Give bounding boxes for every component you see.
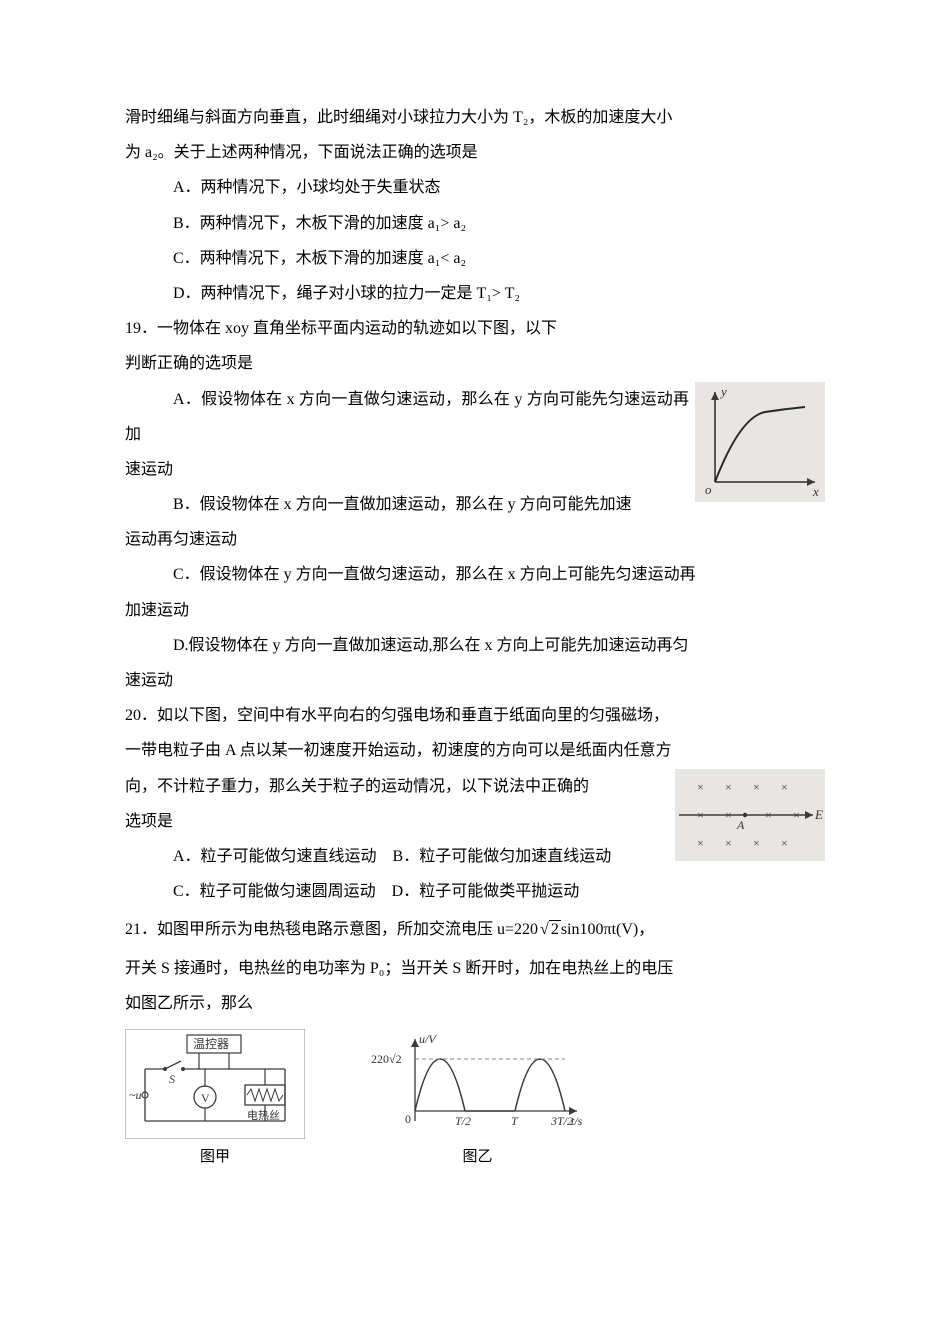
fig21a-switch-label: S (169, 1072, 175, 1086)
fig21a-topbox-label: 温控器 (193, 1037, 229, 1051)
figure-q19: y x o (695, 382, 825, 502)
q20-stem-line2: 一带电粒子由 A 点以某一初速度开始运动，初速度的方向可以是纸面内任意方 (125, 733, 825, 768)
q21-stem1-post: sin100πt(V)， (561, 921, 654, 938)
fig19-x-label: x (812, 484, 819, 499)
q21-stem-line1: 21．如图甲所示为电热毯电路示意图，所加交流电压 u=220√2sin100πt… (125, 909, 825, 951)
q21-stem-line3: 如图乙所示，那么 (125, 986, 825, 1021)
fig21b-hump1 (415, 1059, 465, 1111)
svg-text:×: × (725, 780, 732, 794)
fig21a-caption: 图甲 (125, 1141, 305, 1174)
q18-option-c: C．两种情况下，木板下滑的加速度 a₁< a₂ (125, 241, 825, 276)
svg-text:×: × (781, 780, 788, 794)
fig21b-y-tick: 220√2 (371, 1052, 402, 1066)
q21-stem1-pre: 21．如图甲所示为电热毯电路示意图，所加交流电压 u=220 (125, 921, 538, 938)
fig21b-tick-0: T/2 (455, 1114, 471, 1128)
fig21b-caption: 图乙 (365, 1141, 590, 1174)
q19-stem-line2: 判断正确的选项是 (125, 346, 825, 381)
fig21b-tick-1: T (511, 1114, 519, 1128)
q19-option-c-1: C．假设物体在 y 方向一直做匀速运动，那么在 x 方向上可能先匀速运动再 (125, 557, 825, 592)
fig20-a-label: A (736, 818, 745, 832)
sqrt-arg: 2 (549, 920, 561, 938)
fig21a-voltmeter-label: V (201, 1091, 210, 1105)
fig21b-tick-2: 3T/2 (550, 1114, 573, 1128)
q20-stem-line1: 20．如以下图，空间中有水平向右的匀强电场和垂直于纸面向里的匀强磁场， (125, 698, 825, 733)
q18-option-d: D．两种情况下，绳子对小球的拉力一定是 T₁> T₂ (125, 276, 825, 311)
q19-option-b-2: 运动再匀速运动 (125, 522, 825, 557)
svg-text:×: × (753, 836, 760, 850)
svg-text:×: × (725, 836, 732, 850)
figure-row-q21: 温控器 S ~u V (125, 1029, 825, 1174)
figure-q21a-wrap: 温控器 S ~u V (125, 1029, 305, 1174)
figure-q20: ×××× ×××× ×××× A E (675, 769, 825, 861)
figure-q21a: 温控器 S ~u V (125, 1029, 305, 1139)
fig21b-o-label: 0 (405, 1112, 411, 1126)
fig21a-source-label: ~u (129, 1088, 142, 1102)
sqrt-icon: √2 (538, 909, 561, 951)
figure-q21b-wrap: u/V 220√2 0 T/2 T 3T/2 t/s 图乙 (365, 1029, 590, 1174)
q19-option-c-2: 加速运动 (125, 593, 825, 628)
q21-stem-line2: 开关 S 接通时，电热丝的电功率为 P₀；当开关 S 断开时，加在电热丝上的电压 (125, 951, 825, 986)
fig21b-y-arrow (411, 1039, 419, 1047)
q18-stem-line2: 为 a₂。关于上述两种情况，下面说法正确的选项是 (125, 135, 825, 170)
q18-option-b: B．两种情况下，木板下滑的加速度 a₁> a₂ (125, 206, 825, 241)
svg-text:×: × (697, 780, 704, 794)
q19-option-d-1: D.假设物体在 y 方向一直做加速运动,那么在 x 方向上可能先加速运动再匀 (125, 628, 825, 663)
figure-q21b: u/V 220√2 0 T/2 T 3T/2 t/s (365, 1029, 590, 1139)
fig21a-heater-label: 电热丝 (247, 1109, 280, 1122)
svg-text:×: × (697, 836, 704, 850)
q19-stem-line1: 19．一物体在 xoy 直角坐标平面内运动的轨迹如以下图，以下 (125, 311, 825, 346)
fig21b-hump2 (515, 1059, 565, 1111)
svg-text:×: × (753, 780, 760, 794)
fig21b-y-label: u/V (419, 1032, 437, 1046)
q19-option-d-2: 速运动 (125, 663, 825, 698)
q18-option-a: A．两种情况下，小球均处于失重状态 (125, 170, 825, 205)
q18-stem-line1: 滑时细绳与斜面方向垂直，此时细绳对小球拉力大小为 T₂，木板的加速度大小 (125, 100, 825, 135)
fig20-e-label: E (814, 807, 823, 822)
fig19-y-label: y (719, 384, 727, 399)
fig21b-x-label: t/s (571, 1114, 583, 1128)
fig19-o-label: o (705, 482, 712, 497)
q20-option-cd: C．粒子可能做匀速圆周运动 D．粒子可能做类平抛运动 (125, 874, 825, 909)
svg-text:×: × (781, 836, 788, 850)
